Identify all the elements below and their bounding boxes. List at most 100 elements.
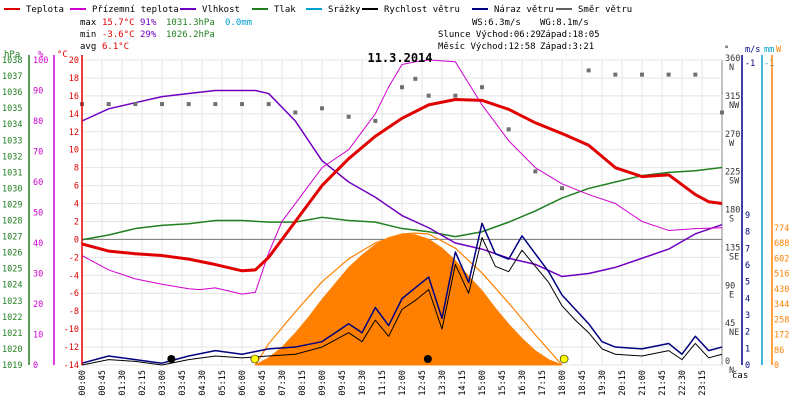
sunset-marker (559, 354, 569, 364)
sun-fill-layer (255, 233, 563, 366)
hpa-tick: 1029 (2, 200, 22, 210)
wind-direction-point (506, 127, 511, 132)
celsius-tick: -14 (64, 361, 79, 371)
w-tick: 516 (774, 270, 789, 280)
celsius-tick: -8 (69, 307, 79, 317)
celsius-tick: -10 (64, 325, 79, 335)
ms-tick: 6 (745, 261, 750, 271)
x-tick: 21:45 (658, 370, 668, 396)
x-tick: 03:45 (178, 370, 188, 396)
info-wind-gust: WG:8.1m/s (540, 18, 589, 28)
wind-direction-point (133, 102, 138, 107)
celsius-tick: 6 (74, 182, 79, 192)
x-tick: 17:15 (538, 370, 548, 396)
x-tick: 15:00 (478, 370, 488, 396)
x-tick: 11:15 (378, 370, 388, 396)
hpa-tick: 1036 (2, 88, 22, 98)
x-tick: 14:15 (458, 370, 468, 396)
celsius-tick: 8 (74, 164, 79, 174)
celsius-tick: -4 (69, 271, 79, 281)
hpa-tick: 1025 (2, 265, 22, 275)
x-axis-label: čas (732, 370, 748, 381)
wind-direction-point (346, 114, 351, 119)
x-tick: 00:00 (78, 370, 88, 396)
direction-tick-value: 360 (725, 54, 740, 64)
wind-direction-point (720, 110, 724, 115)
ms-tick: 7 (745, 244, 750, 254)
x-tick: 20:15 (618, 370, 628, 396)
x-tick: 12:45 (418, 370, 428, 396)
chart-title: 11.3.2014 (367, 51, 432, 65)
series-layer (80, 59, 724, 366)
w-tick: 774 (774, 224, 789, 234)
celsius-tick: 2 (74, 217, 79, 227)
wind-direction-point (586, 68, 591, 73)
axes-layer: hPa1038103710361035103410331032103110301… (2, 45, 789, 396)
direction-tick-value: 135 (725, 243, 740, 253)
w-tick: 602 (774, 254, 789, 264)
x-tick: 08:15 (298, 370, 308, 396)
hpa-tick: 1038 (2, 56, 22, 66)
celsius-tick: 12 (69, 128, 79, 138)
moonset-marker (167, 355, 176, 363)
percent-axis-unit: % (38, 50, 44, 60)
legend: Teplota Přízemní teplota Vlhkost Tlak Srážky… (4, 5, 632, 52)
hpa-tick: 1021 (2, 329, 22, 339)
x-tick: 09:45 (338, 370, 348, 396)
percent-tick: 20 (33, 300, 43, 310)
w-tick: 258 (774, 315, 789, 325)
temperature-line (81, 97, 723, 273)
x-tick: 16:30 (518, 370, 528, 396)
wind-direction-point (533, 169, 538, 174)
direction-tick-value: 270 (725, 130, 740, 140)
hpa-tick: 1028 (2, 217, 22, 227)
ms-tick: 0 (745, 361, 750, 371)
ms-tick: 4 (745, 294, 750, 304)
hpa-tick: 1027 (2, 233, 22, 243)
info-sunset: Západ:18:05 (540, 30, 600, 40)
celsius-tick: 0 (74, 235, 79, 245)
x-tick: 07:30 (278, 370, 288, 396)
w-tick: 86 (774, 346, 784, 356)
stat-temp: 15.7°C (102, 18, 135, 28)
direction-tick-name: SW (729, 177, 740, 187)
wind-direction-point (480, 85, 484, 90)
percent-tick: 70 (33, 148, 43, 158)
ms-tick: 9 (745, 211, 750, 221)
x-tick: 09:00 (318, 370, 328, 396)
percent-tick: 50 (33, 209, 43, 219)
hpa-tick: 1032 (2, 152, 22, 162)
celsius-tick: 20 (69, 56, 79, 66)
x-tick: 04:30 (198, 370, 208, 396)
hpa-tick: 1037 (2, 72, 22, 82)
legend-label: Rychlost větru (384, 5, 460, 15)
w-tick: 0 (774, 361, 779, 371)
wind-direction-point (186, 102, 191, 107)
mm-axis-top: -1 (764, 59, 774, 69)
legend-label: Tlak (274, 5, 296, 15)
direction-axis-unit: ° (724, 45, 729, 55)
x-tick: 18:00 (558, 370, 568, 396)
hpa-tick: 1026 (2, 249, 22, 259)
wind-direction-point (293, 110, 298, 115)
info-wind-speed: WS:6.3m/s (472, 18, 521, 28)
celsius-tick: 10 (69, 146, 79, 156)
stat-humidity: 91% (140, 18, 157, 28)
direction-tick-name: W (729, 139, 735, 149)
humidity-line (81, 89, 723, 278)
hpa-tick: 1019 (2, 361, 22, 371)
percent-tick: 80 (33, 117, 43, 127)
hpa-tick: 1030 (2, 184, 22, 194)
stat-rain: 0.0mm (225, 18, 252, 28)
legend-label: Teplota (26, 5, 64, 15)
ground-temp-line (81, 59, 723, 295)
w-tick: 172 (774, 331, 789, 341)
x-tick: 06:00 (238, 370, 248, 396)
direction-tick-value: 180 (725, 206, 740, 216)
x-tick: 00:45 (98, 370, 108, 396)
direction-tick-name: N (729, 366, 734, 376)
stat-humidity: 29% (140, 30, 157, 40)
legend-label: Náraz větru (494, 5, 554, 15)
direction-tick-name: SE (729, 252, 739, 262)
